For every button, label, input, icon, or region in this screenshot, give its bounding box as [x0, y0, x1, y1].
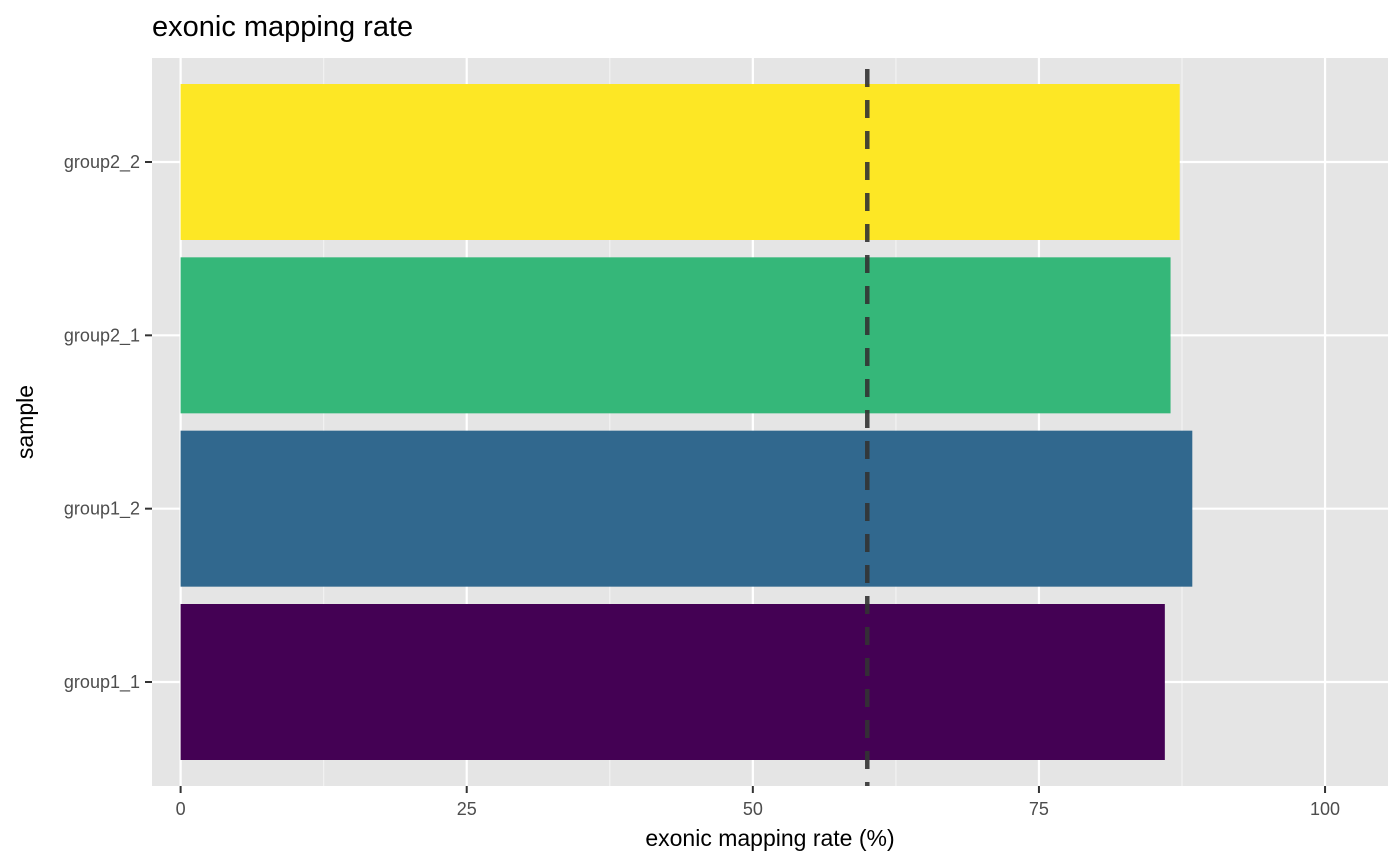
bar [180, 604, 1165, 760]
y-tick-label: group2_2 [64, 152, 140, 173]
chart-title: exonic mapping rate [152, 11, 413, 43]
bar [180, 84, 1180, 240]
x-tick-label: 25 [457, 799, 477, 819]
x-axis: 0 25 50 75 100 [176, 786, 1340, 819]
bar [180, 257, 1171, 414]
bar [180, 430, 1193, 587]
x-axis-title: exonic mapping rate (%) [645, 825, 894, 851]
x-tick-label: 50 [743, 799, 763, 819]
y-tick-label: group2_1 [64, 325, 140, 346]
y-tick-label: group1_1 [64, 672, 140, 693]
y-axis: group1_1 group1_2 group2_1 group2_2 [64, 152, 152, 693]
bars [180, 84, 1193, 760]
x-tick-label: 75 [1029, 799, 1049, 819]
y-tick-label: group1_2 [64, 499, 140, 520]
x-tick-label: 100 [1310, 799, 1340, 819]
y-axis-title: sample [12, 385, 38, 459]
x-tick-label: 0 [176, 799, 186, 819]
